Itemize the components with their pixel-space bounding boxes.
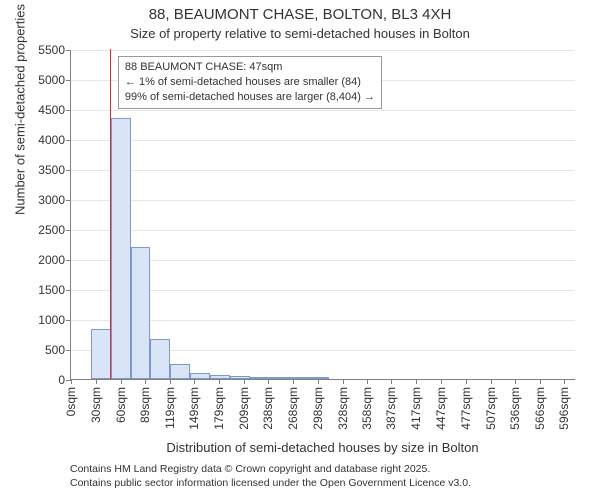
xtick-label: 566sqm <box>533 387 547 430</box>
histogram-bar <box>111 118 131 379</box>
xtick-label: 89sqm <box>138 387 152 423</box>
xtick-mark <box>170 379 171 384</box>
ytick-label: 5500 <box>38 43 65 57</box>
xtick-label: 358sqm <box>360 387 374 430</box>
property-marker-line <box>110 49 111 379</box>
xtick-mark <box>491 379 492 384</box>
annotation-line-3: 99% of semi-detached houses are larger (… <box>125 90 375 105</box>
gridline-h <box>71 140 575 141</box>
ytick-label: 1500 <box>38 283 65 297</box>
xtick-label: 447sqm <box>434 387 448 430</box>
xtick-label: 417sqm <box>409 387 423 430</box>
xtick-label: 328sqm <box>336 387 350 430</box>
histogram-bar <box>230 376 250 379</box>
xtick-mark <box>515 379 516 384</box>
histogram-bar <box>131 247 151 379</box>
xtick-label: 268sqm <box>286 387 300 430</box>
plot-area: 0500100015002000250030003500400045005000… <box>70 50 575 380</box>
ytick-mark <box>66 50 71 51</box>
xtick-label: 179sqm <box>212 387 226 430</box>
xtick-mark <box>318 379 319 384</box>
ytick-mark <box>66 320 71 321</box>
gridline-h <box>71 230 575 231</box>
xtick-label: 30sqm <box>89 387 103 423</box>
ytick-mark <box>66 350 71 351</box>
xtick-mark <box>244 379 245 384</box>
histogram-bar <box>91 329 111 379</box>
xtick-label: 507sqm <box>484 387 498 430</box>
xtick-label: 536sqm <box>508 387 522 430</box>
chart-title-main: 88, BEAUMONT CHASE, BOLTON, BL3 4XH <box>0 6 600 23</box>
xtick-label: 298sqm <box>311 387 325 430</box>
ytick-mark <box>66 290 71 291</box>
x-axis-label: Distribution of semi-detached houses by … <box>70 440 575 455</box>
gridline-h <box>71 170 575 171</box>
xtick-mark <box>293 379 294 384</box>
xtick-mark <box>96 379 97 384</box>
ytick-label: 5000 <box>38 73 65 87</box>
xtick-label: 0sqm <box>64 387 78 416</box>
histogram-bar <box>150 339 170 379</box>
xtick-label: 477sqm <box>459 387 473 430</box>
xtick-mark <box>219 379 220 384</box>
xtick-mark <box>145 379 146 384</box>
annotation-line-2: ← 1% of semi-detached houses are smaller… <box>125 75 375 90</box>
ytick-mark <box>66 170 71 171</box>
footer-attribution: Contains HM Land Registry data © Crown c… <box>70 462 471 490</box>
ytick-mark <box>66 80 71 81</box>
gridline-h <box>71 200 575 201</box>
gridline-h <box>71 110 575 111</box>
histogram-bar <box>290 377 310 379</box>
xtick-label: 387sqm <box>384 387 398 430</box>
ytick-mark <box>66 230 71 231</box>
xtick-mark <box>441 379 442 384</box>
ytick-mark <box>66 140 71 141</box>
ytick-label: 2000 <box>38 253 65 267</box>
ytick-label: 4000 <box>38 133 65 147</box>
ytick-mark <box>66 110 71 111</box>
xtick-label: 60sqm <box>114 387 128 423</box>
xtick-mark <box>71 379 72 384</box>
ytick-mark <box>66 260 71 261</box>
xtick-label: 596sqm <box>557 387 571 430</box>
ytick-label: 1000 <box>38 313 65 327</box>
ytick-label: 500 <box>45 343 65 357</box>
histogram-bar <box>270 377 290 379</box>
gridline-h <box>71 50 575 51</box>
xtick-mark <box>540 379 541 384</box>
xtick-mark <box>343 379 344 384</box>
ytick-label: 3000 <box>38 193 65 207</box>
xtick-mark <box>564 379 565 384</box>
xtick-label: 119sqm <box>163 387 177 429</box>
ytick-label: 0 <box>58 373 65 387</box>
xtick-label: 209sqm <box>237 387 251 430</box>
xtick-label: 238sqm <box>261 387 275 430</box>
histogram-bar <box>250 377 270 379</box>
ytick-label: 4500 <box>38 103 65 117</box>
xtick-mark <box>466 379 467 384</box>
chart-title-sub: Size of property relative to semi-detach… <box>0 26 600 41</box>
ytick-label: 2500 <box>38 223 65 237</box>
xtick-mark <box>367 379 368 384</box>
histogram-bar <box>170 364 190 379</box>
xtick-mark <box>391 379 392 384</box>
ytick-label: 3500 <box>38 163 65 177</box>
footer-line-2: Contains public sector information licen… <box>70 476 471 490</box>
xtick-mark <box>194 379 195 384</box>
xtick-mark <box>416 379 417 384</box>
annotation-box: 88 BEAUMONT CHASE: 47sqm← 1% of semi-det… <box>118 56 382 109</box>
xtick-mark <box>268 379 269 384</box>
ytick-mark <box>66 200 71 201</box>
histogram-bar <box>210 375 230 379</box>
xtick-mark <box>121 379 122 384</box>
annotation-line-1: 88 BEAUMONT CHASE: 47sqm <box>125 60 375 75</box>
histogram-bar <box>309 377 329 379</box>
histogram-bar <box>190 373 210 379</box>
chart-container: 88, BEAUMONT CHASE, BOLTON, BL3 4XH Size… <box>0 0 600 500</box>
xtick-label: 149sqm <box>187 387 201 430</box>
footer-line-1: Contains HM Land Registry data © Crown c… <box>70 462 471 476</box>
